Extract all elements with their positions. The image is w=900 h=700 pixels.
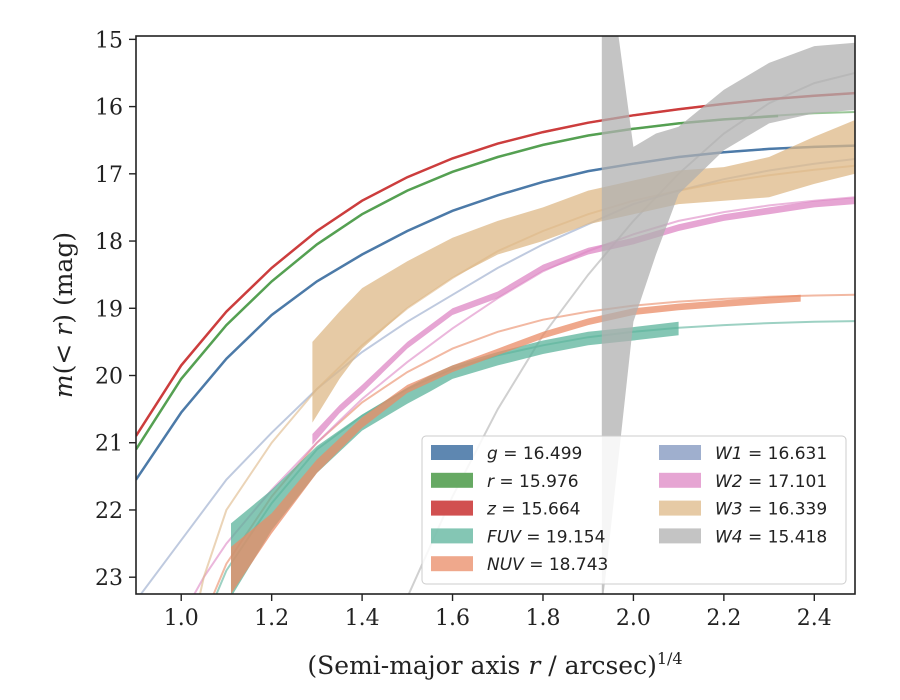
legend-label-W2: W2 = 17.101 [715, 472, 827, 492]
series-layer [136, 36, 855, 594]
legend-swatch-W3 [659, 500, 701, 516]
legend-swatch-FUV [431, 528, 473, 544]
legend-label-NUV: NUV = 18.743 [487, 555, 608, 575]
y-axis-title: m(< r) (mag) [49, 232, 78, 398]
x-axis-title: (Semi-major axis r / arcsec)1/4 [307, 649, 682, 680]
y-tick-label: 19 [95, 297, 123, 322]
legend: g = 16.499 r = 15.976 z = 15.664 FUV = 19.1… [421, 435, 847, 585]
legend-label-z: z = 15.664 [486, 500, 580, 520]
x-tick-label: 2.2 [706, 606, 741, 631]
y-tick-label: 22 [95, 499, 123, 524]
legend-swatch-NUV [431, 556, 473, 572]
band-W3 [312, 120, 855, 423]
plot-frame [135, 35, 856, 595]
legend-label-FUV: FUV = 19.154 [487, 527, 605, 547]
legend-swatch-W4 [659, 528, 701, 544]
legend-swatch-g [431, 445, 473, 460]
y-axis: 15 16 17 18 19 20 21 22 23 [95, 28, 136, 591]
y-tick-label: 17 [95, 163, 123, 188]
x-tick-label: 1.6 [435, 606, 470, 631]
legend-swatch-r [431, 472, 473, 488]
x-tick-label: 2.0 [616, 606, 651, 631]
profile-r [136, 114, 779, 451]
y-tick-label: 15 [95, 28, 123, 53]
y-tick-label: 18 [95, 230, 123, 255]
legend-label-g: g = 16.499 [487, 444, 582, 464]
band-NUV [231, 294, 801, 594]
x-tick-label: 2.4 [797, 606, 832, 631]
y-tick-label: 16 [95, 96, 123, 121]
y-tick-label: 23 [95, 566, 123, 591]
band-W4 [601, 36, 855, 594]
x-tick-label: 1.0 [164, 606, 199, 631]
legend-label-r: r = 15.976 [487, 472, 579, 492]
profile-g [136, 144, 855, 481]
x-tick-label: 1.8 [525, 606, 560, 631]
y-tick-label: 21 [95, 432, 123, 457]
legend-swatch-W2 [659, 472, 701, 488]
model-curve-W2 [193, 196, 855, 594]
legend-label-W3: W3 = 16.339 [715, 500, 827, 520]
legend-box [421, 435, 847, 585]
y-tick-label: 20 [95, 365, 123, 390]
legend-label-W4: W4 = 15.418 [715, 527, 827, 547]
legend-label-W1: W1 = 16.631 [715, 444, 827, 464]
x-tick-label: 1.4 [345, 606, 380, 631]
x-tick-label: 1.2 [254, 606, 289, 631]
legend-swatch-z [431, 500, 473, 516]
profile-z [136, 91, 855, 437]
x-axis: 1.0 1.2 1.4 1.6 1.8 2.0 2.2 2.4 [164, 594, 832, 631]
legend-swatch-W1 [659, 445, 701, 460]
